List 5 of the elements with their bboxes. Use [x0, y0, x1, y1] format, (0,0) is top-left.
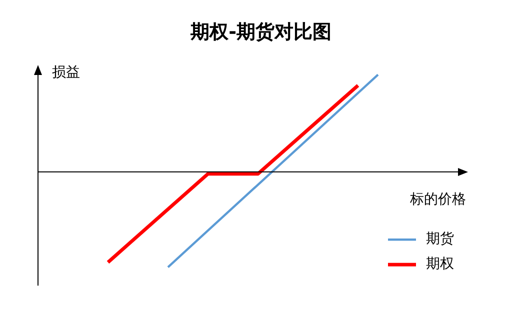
legend-label: 期权: [426, 256, 454, 272]
x-axis-title: 标的价格: [409, 192, 466, 208]
y-axis-title: 损益: [52, 64, 80, 81]
chart-title: 期权-期货对比图: [190, 20, 332, 43]
legend-label: 期货: [426, 231, 454, 248]
